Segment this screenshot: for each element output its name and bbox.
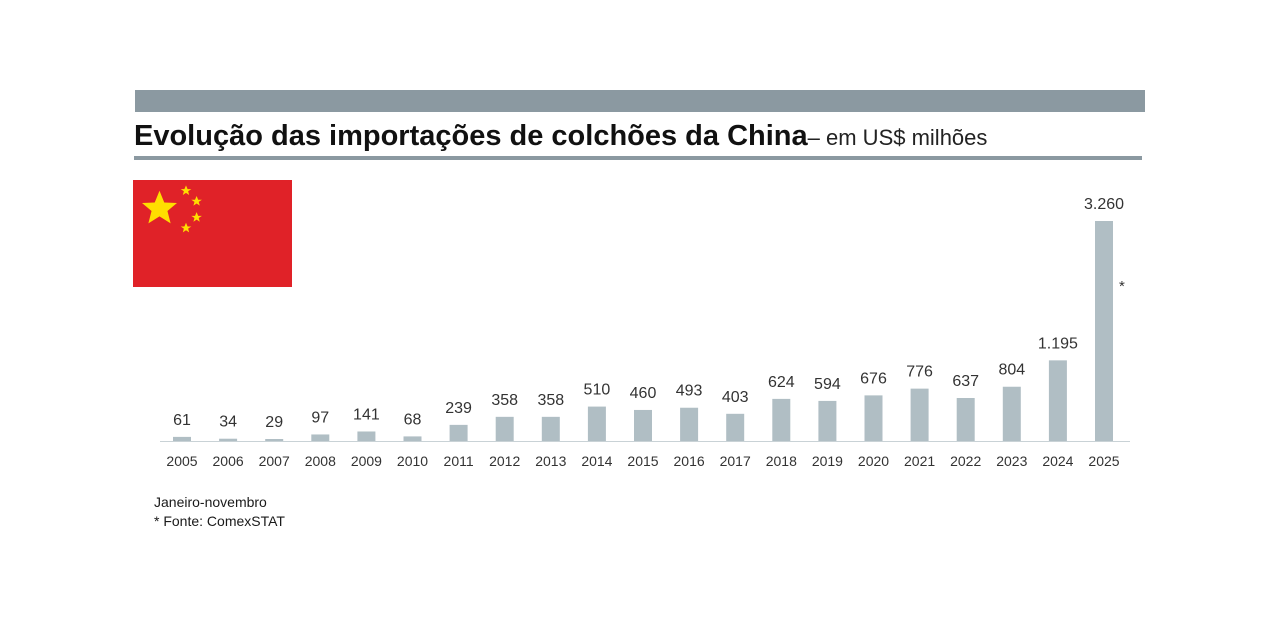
- tick-label-2009: 2009: [351, 453, 382, 469]
- bar-2025: [1095, 221, 1113, 441]
- bar-2005: [173, 436, 191, 441]
- tick-label-2019: 2019: [812, 453, 843, 469]
- tick-label-2010: 2010: [397, 453, 428, 469]
- value-label-2008: 97: [311, 409, 329, 426]
- annotation-2025: *: [1119, 278, 1125, 295]
- bar-2011: [449, 424, 468, 441]
- value-label-2007: 29: [265, 414, 283, 431]
- bar-2015: [634, 409, 652, 441]
- bar-2010: [403, 436, 422, 441]
- value-label-2024: 1.195: [1038, 335, 1078, 352]
- value-label-2005: 61: [173, 412, 191, 429]
- note-period: Janeiro-novembro: [154, 494, 267, 510]
- tick-label-2007: 2007: [259, 453, 290, 469]
- value-label-2017: 403: [722, 389, 749, 406]
- bar-2022: [956, 398, 975, 441]
- tick-label-2023: 2023: [996, 453, 1027, 469]
- value-label-2016: 493: [676, 383, 703, 400]
- title-rule: [134, 156, 1142, 160]
- value-label-2006: 34: [219, 414, 237, 431]
- chart-notes: Janeiro-novembro * Fonte: ComexSTAT: [154, 493, 285, 531]
- bar-2007: [265, 439, 284, 441]
- china-flag-icon: [133, 180, 292, 287]
- header-band: [135, 90, 1145, 112]
- value-label-2022: 637: [952, 373, 979, 390]
- value-label-2018: 624: [768, 374, 795, 391]
- tick-label-2006: 2006: [213, 453, 244, 469]
- bar-2021: [910, 388, 929, 441]
- value-label-2012: 358: [491, 392, 518, 409]
- tick-label-2016: 2016: [674, 453, 705, 469]
- value-label-2025: 3.260: [1084, 196, 1124, 213]
- value-label-2020: 676: [860, 370, 887, 387]
- value-label-2019: 594: [814, 376, 841, 393]
- tick-label-2005: 2005: [166, 453, 197, 469]
- tick-label-2020: 2020: [858, 453, 889, 469]
- bar-2012: [495, 416, 514, 441]
- bar-2006: [219, 438, 238, 441]
- value-label-2015: 460: [630, 385, 657, 402]
- chart-subtitle: – em US$ milhões: [807, 125, 988, 150]
- bar-2014: [587, 406, 606, 441]
- tick-label-2021: 2021: [904, 453, 935, 469]
- value-label-2011: 239: [445, 400, 472, 417]
- chart-title-row: Evolução das importações de colchões da …: [134, 120, 1144, 156]
- value-label-2014: 510: [584, 382, 611, 399]
- value-label-2010: 68: [404, 411, 422, 428]
- bar-2020: [864, 395, 883, 441]
- tick-label-2008: 2008: [305, 453, 336, 469]
- value-label-2021: 776: [906, 364, 933, 381]
- value-label-2023: 804: [998, 362, 1025, 379]
- bar-2024: [1048, 360, 1067, 441]
- bar-2019: [818, 400, 837, 441]
- tick-label-2015: 2015: [627, 453, 658, 469]
- bar-2009: [357, 431, 376, 441]
- note-source: * Fonte: ComexSTAT: [154, 513, 285, 529]
- tick-label-2014: 2014: [581, 453, 612, 469]
- tick-label-2022: 2022: [950, 453, 981, 469]
- tick-label-2017: 2017: [720, 453, 751, 469]
- tick-label-2013: 2013: [535, 453, 566, 469]
- tick-label-2012: 2012: [489, 453, 520, 469]
- value-label-2013: 358: [537, 392, 564, 409]
- tick-label-2024: 2024: [1042, 453, 1073, 469]
- bar-2023: [1002, 386, 1021, 441]
- tick-label-2025: 2025: [1088, 453, 1119, 469]
- value-label-2009: 141: [353, 406, 380, 423]
- bar-2016: [680, 407, 699, 441]
- bar-2013: [541, 416, 560, 441]
- chart-title: Evolução das importações de colchões da …: [134, 120, 808, 152]
- bar-2017: [726, 413, 745, 441]
- bar-2008: [311, 434, 330, 441]
- bar-2018: [772, 398, 791, 441]
- tick-label-2011: 2011: [444, 453, 474, 469]
- tick-label-2018: 2018: [766, 453, 797, 469]
